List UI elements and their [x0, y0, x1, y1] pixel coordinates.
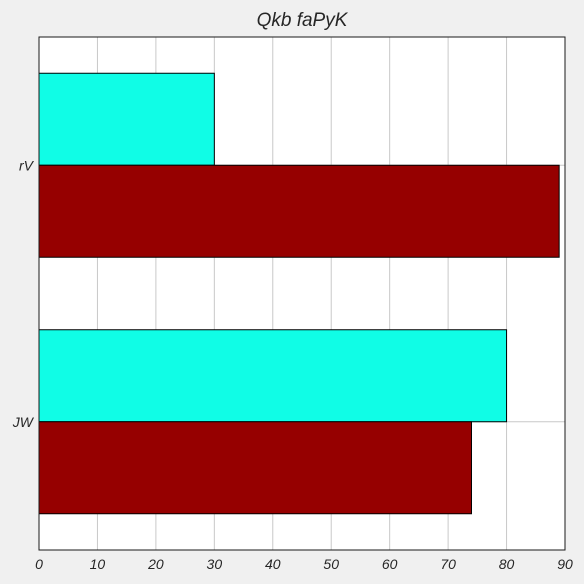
y-tick-label: JW [12, 414, 35, 430]
x-tick-label: 10 [90, 556, 106, 572]
x-tick-label: 40 [265, 556, 281, 572]
bars [38, 72, 560, 515]
bar-rV-series-2 [38, 164, 560, 258]
x-tick-label: 80 [499, 556, 515, 572]
plot-frame [38, 36, 566, 551]
bar-JW-series-1 [38, 329, 508, 423]
x-tick-label: 30 [207, 556, 223, 572]
y-tick-label: rV [19, 157, 35, 173]
x-tick-label: 60 [382, 556, 398, 572]
y-axis-ticks: rV JW [12, 157, 35, 430]
bar-JW-series-2 [38, 421, 472, 515]
bar-rV-series-1 [38, 72, 215, 166]
x-tick-label: 50 [323, 556, 339, 572]
x-tick-label: 0 [35, 556, 43, 572]
x-tick-label: 70 [440, 556, 456, 572]
chart-title: Qkb faPyK [257, 10, 349, 31]
x-tick-label: 20 [147, 556, 164, 572]
x-tick-label: 90 [557, 556, 573, 572]
x-axis-ticks: 0 10 20 30 40 50 60 70 80 90 [35, 556, 573, 572]
